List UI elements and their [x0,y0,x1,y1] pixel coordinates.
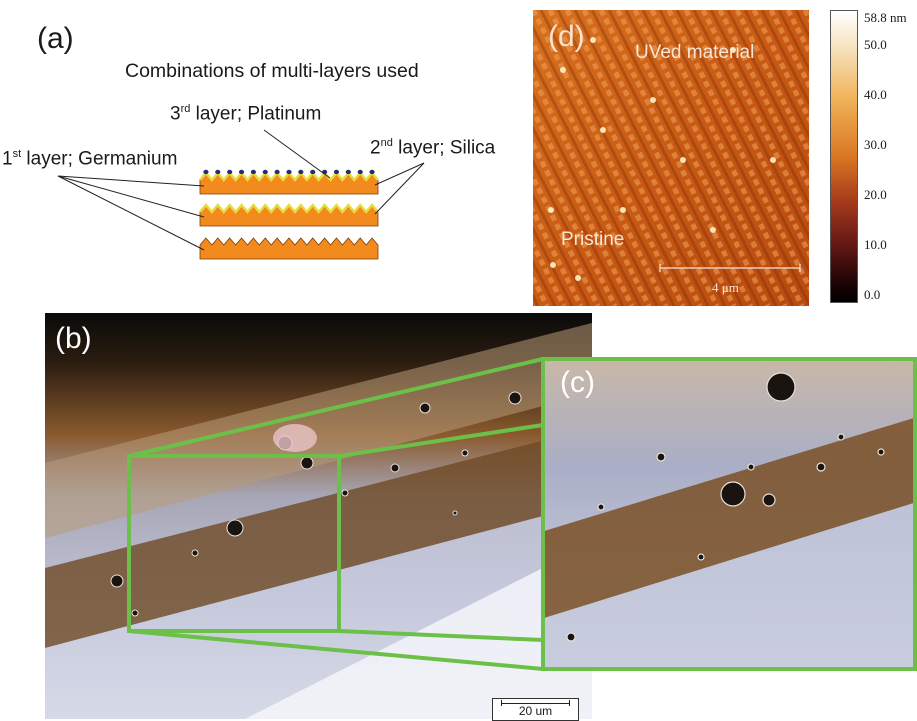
layer2-sup: nd [380,137,393,149]
afm-scale-text: 4 μm [712,280,739,295]
platinum-particle [369,169,375,175]
uved-material-label: UVed material [635,42,755,63]
panel-a-label: (a) [37,22,74,55]
panel-b-label: (b) [55,322,92,355]
platinum-particle [310,169,316,175]
layer2-num: 2 [370,137,381,159]
silica-layer [199,203,379,214]
platinum-particle [274,169,280,175]
leader-line-ge-2 [57,175,205,218]
panel-c-label: (c) [560,366,595,399]
layer2-text: layer; Silica [392,137,496,159]
layer1-num: 1 [2,148,13,170]
zoomed-micrograph [541,357,917,670]
platinum-particle [227,169,233,175]
platinum-particle [262,169,268,175]
germanium-layer [199,237,379,260]
colorbar-tick-max: 58.8 nm [864,10,907,25]
micrograph-scale-text: 20 um [518,704,553,718]
platinum-particle [286,169,292,175]
layer3-num: 3 [170,103,181,125]
leader-line-silica-2 [374,162,425,215]
colorbar-tick-0: 0.0 [864,287,881,302]
platinum-particle [250,169,256,175]
layer3-text: layer; Platinum [190,103,322,125]
platinum-particle [357,169,363,175]
layer1-sup: st [12,148,22,160]
afm-image [533,10,809,306]
multilayer-diagram [57,129,425,260]
platinum-particle [298,169,304,175]
colorbar-tick-50: 50.0 [864,37,887,52]
pristine-label: Pristine [561,229,625,250]
colorbar-tick-20: 20.0 [864,187,887,202]
layer2-label: 2nd layer; Silica [370,137,495,159]
micrograph-scale-bar: 20 um [492,698,579,721]
leader-line-ge-1 [57,175,205,187]
panel-a-title: Combinations of multi-layers used [125,60,419,82]
layer3-label: 3rd layer; Platinum [170,103,321,125]
platinum-particle [238,169,245,175]
layer1-label: 1st layer; Germanium [2,148,177,170]
colorbar-tick-40: 40.0 [864,87,887,102]
optical-micrograph [45,313,592,719]
colorbar-tick-10: 10.0 [864,237,887,252]
platinum-particle [203,169,209,175]
leader-line-silica-1 [374,162,425,186]
leader-line-ge-3 [57,175,205,251]
platinum-particle [345,169,351,175]
panel-d-label: (d) [548,20,585,53]
platinum-particle [333,169,340,175]
colorbar-tick-30: 30.0 [864,137,887,152]
leader-line-platinum [263,129,331,179]
layer1-text: layer; Germanium [21,148,178,170]
height-colorbar [830,10,858,303]
platinum-particle [215,169,221,175]
layer3-sup: rd [180,103,191,115]
